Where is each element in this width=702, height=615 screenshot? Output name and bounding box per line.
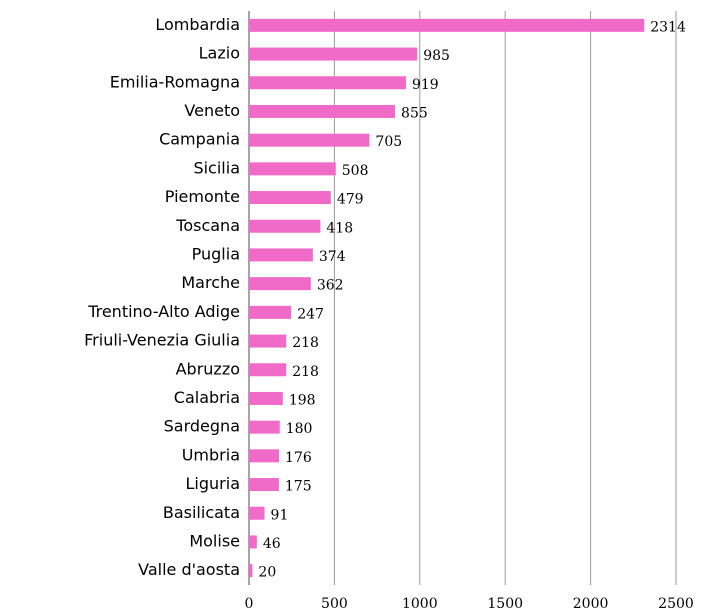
value-label: 479 <box>337 192 364 208</box>
bar <box>249 219 321 233</box>
y-tick-label: Lombardia <box>155 15 240 34</box>
bar <box>249 478 279 492</box>
x-tick-label: 1000 <box>402 596 438 612</box>
bar <box>249 191 331 205</box>
value-label: 198 <box>289 392 316 408</box>
bar <box>249 248 313 262</box>
value-label: 2314 <box>650 19 686 35</box>
bar <box>249 305 292 319</box>
value-label: 218 <box>292 364 319 380</box>
bar <box>249 363 287 377</box>
y-tick-label: Sicilia <box>193 158 240 177</box>
bar <box>249 449 280 463</box>
bar <box>249 277 311 291</box>
y-tick-label: Emilia-Romagna <box>110 72 240 91</box>
y-tick-label: Trentino-Alto Adige <box>87 302 240 321</box>
x-tick-label: 2000 <box>573 596 609 612</box>
y-tick-label: Piemonte <box>165 187 240 206</box>
value-label: 985 <box>423 48 450 64</box>
value-label: 180 <box>286 421 313 437</box>
y-tick-label: Lazio <box>199 44 240 63</box>
value-label: 362 <box>317 278 344 294</box>
y-tick-label: Toscana <box>175 216 240 235</box>
bar <box>249 535 257 549</box>
bar <box>249 18 645 32</box>
bar <box>249 506 265 520</box>
value-label: 508 <box>342 163 369 179</box>
bar <box>249 133 370 147</box>
value-label: 20 <box>258 565 276 581</box>
y-tick-label: Campania <box>159 130 240 149</box>
value-label: 919 <box>412 77 439 93</box>
x-tick-label: 1500 <box>487 596 523 612</box>
y-tick-label: Basilicata <box>163 503 240 522</box>
bar <box>249 564 253 578</box>
value-label: 418 <box>326 220 353 236</box>
value-label: 374 <box>319 249 346 265</box>
bar <box>249 76 406 90</box>
value-label: 855 <box>401 105 428 121</box>
y-tick-label: Veneto <box>184 101 240 120</box>
y-tick-label: Puglia <box>192 244 240 263</box>
bar <box>249 47 418 61</box>
y-tick-label: Sardegna <box>164 417 240 436</box>
y-tick-label: Friuli-Venezia Giulia <box>84 331 240 350</box>
bar <box>249 334 287 348</box>
value-label: 247 <box>297 306 324 322</box>
y-tick-label: Valle d'aosta <box>138 560 240 579</box>
value-label: 91 <box>271 507 289 523</box>
value-label: 218 <box>292 335 319 351</box>
y-tick-label: Molise <box>189 531 240 550</box>
x-tick-label: 0 <box>245 596 254 612</box>
value-label: 705 <box>375 134 402 150</box>
bar <box>249 391 283 405</box>
y-tick-label: Calabria <box>174 388 240 407</box>
value-label: 46 <box>263 536 281 552</box>
y-tick-label: Umbria <box>182 445 240 464</box>
bar <box>249 162 336 176</box>
y-tick-label: Liguria <box>186 474 240 493</box>
value-label: 175 <box>285 479 312 495</box>
bar <box>249 104 396 118</box>
value-label: 176 <box>285 450 312 466</box>
y-tick-label: Marche <box>181 273 240 292</box>
x-tick-label: 2500 <box>658 596 694 612</box>
y-tick-label: Abruzzo <box>176 359 240 378</box>
bar <box>249 420 280 434</box>
x-tick-label: 500 <box>321 596 348 612</box>
